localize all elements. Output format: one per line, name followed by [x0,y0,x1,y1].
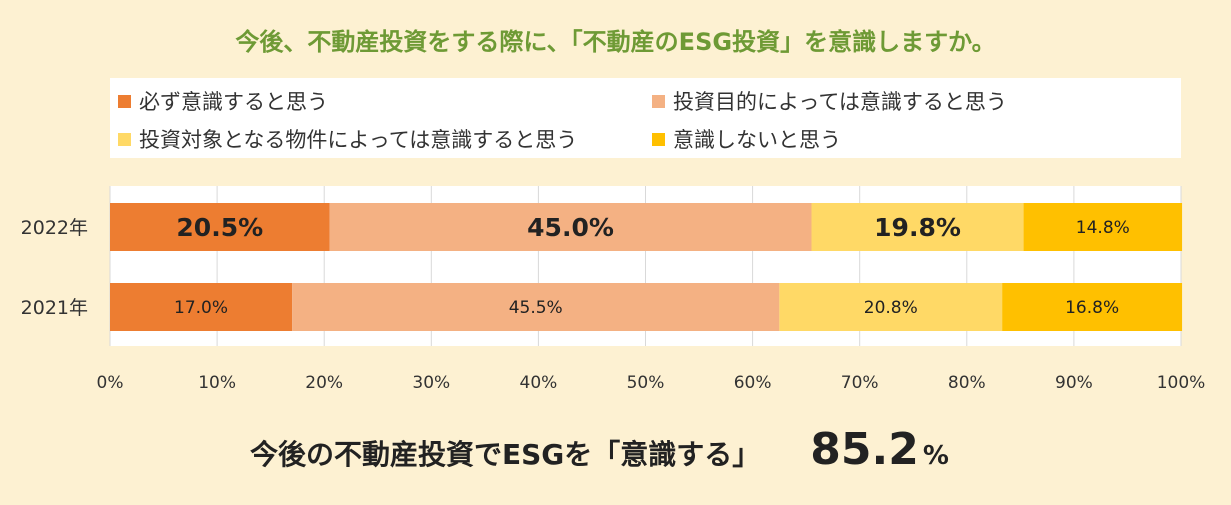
bar-segment [329,203,812,251]
legend: 必ず意識すると思う 投資目的によっては意識すると思う 投資対象となる物件によって… [110,78,1181,158]
legend-label: 投資目的によっては意識すると思う [673,90,1007,114]
bar-segment [1002,283,1183,331]
x-tick-label: 40% [520,373,558,393]
bar-segment [292,283,780,331]
x-tick-label: 10% [198,373,236,393]
legend-label: 必ず意識すると思う [139,90,328,114]
legend-item: 必ず意識すると思う [118,86,328,116]
x-tick-label: 30% [412,373,450,393]
data-label: 14.8% [1076,218,1130,238]
legend-label: 意識しないと思う [673,128,841,152]
legend-item: 意識しないと思う [652,124,841,154]
data-label: 45.0% [527,213,614,242]
summary-value: 85.2 [810,424,919,475]
category-label: 2022年 [21,217,88,239]
data-label: 20.5% [176,213,263,242]
legend-label: 投資対象となる物件によっては意識すると思う [139,128,578,152]
legend-swatch [118,94,131,108]
data-label: 19.8% [874,213,961,242]
bar-segment [1023,203,1183,251]
summary: 今後の不動産投資でESGを「意識する」 85.2 % [250,424,949,475]
chart-title: 今後、不動産投資をする際に、「不動産のESG投資」を意識しますか。 [235,28,996,56]
legend-item: 投資対象となる物件によっては意識すると思う [118,124,577,154]
x-tick-label: 0% [97,373,124,393]
legend-swatch [652,132,665,146]
x-tick-label: 90% [1055,373,1093,393]
bar-segment [110,283,293,331]
x-tick-label: 80% [948,373,986,393]
bar-segment [110,203,330,251]
category-label: 2021年 [21,297,88,319]
legend-swatch [652,94,665,108]
data-label: 45.5% [509,298,563,318]
x-tick-label: 70% [841,373,879,393]
x-tick-label: 50% [627,373,665,393]
stacked-bar-chart: 0% 10% 20% 30% 40% 50% 60% 70% 80% 90% 100% 2022年 20… [0,186,1231,406]
data-label: 20.8% [864,298,918,318]
bar-segment [811,203,1024,251]
summary-unit: % [922,441,949,471]
x-tick-label: 100% [1157,373,1206,393]
x-tick-label: 20% [305,373,343,393]
data-label: 16.8% [1065,298,1119,318]
legend-item: 投資目的によっては意識すると思う [652,86,1007,116]
x-tick-label: 60% [734,373,772,393]
chart-svg: 0% 10% 20% 30% 40% 50% 60% 70% 80% 90% 100% 2022年 20… [21,186,1206,393]
bar-segment [779,283,1003,331]
summary-message: 今後の不動産投資でESGを「意識する」 [250,438,761,471]
data-label: 17.0% [174,298,228,318]
legend-swatch [118,132,131,146]
